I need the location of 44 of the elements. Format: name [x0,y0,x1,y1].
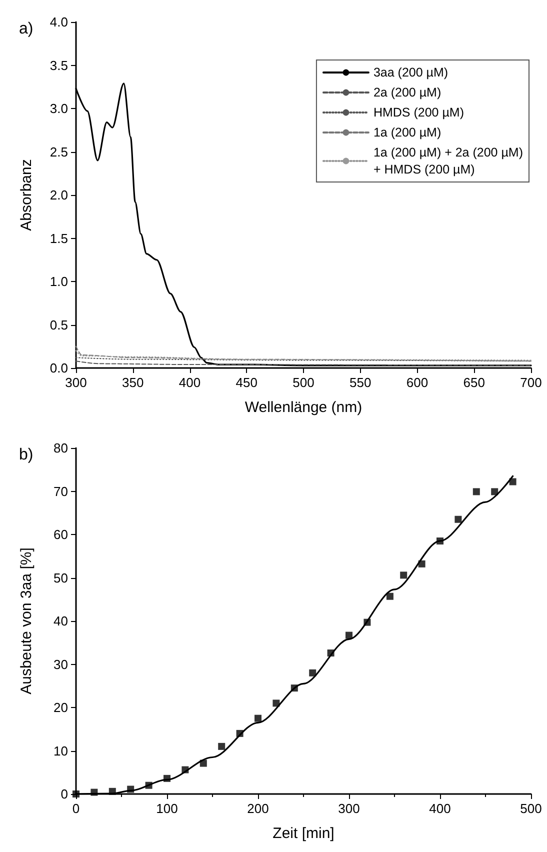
x-tick-label: 0 [72,801,80,816]
y-tick-label: 30 [54,656,68,672]
y-tick-label: 0.0 [50,360,68,376]
y-tick-label: 0 [60,786,68,802]
legend-label: 1a (200 µM) [373,126,442,140]
x-tick-label: 500 [520,801,542,816]
y-tick-label: 1.5 [50,230,68,246]
x-tick-label: 100 [156,801,178,816]
x-tick-label: 550 [350,375,372,390]
y-tick-label: 60 [54,527,68,542]
x-tick-label: 700 [520,375,542,390]
y-tick-label: 80 [54,440,68,456]
y-tick-label: 40 [54,614,68,628]
chart-title: b) [19,446,34,464]
legend-label: HMDS (200 µM) [373,106,464,120]
x-tick-label: 500 [292,375,314,390]
x-tick-label: 300 [65,375,87,390]
y-tick-label: 4.0 [50,14,68,30]
y-tick-label: 10 [54,743,68,758]
y-tick-label: 3.5 [50,58,68,73]
y-axis-title: Absorbanz [18,159,35,231]
y-tick-label: 2.5 [50,144,68,160]
y-tick-label: 1.0 [50,274,68,289]
x-axis-title: Wellenlänge (nm) [244,399,362,416]
y-tick-label: 20 [54,700,68,715]
legend-label: 2a (200 µM) [373,86,442,100]
y-axis-title: Ausbeute von 3aa [%] [18,548,35,694]
x-tick-label: 200 [247,801,269,816]
x-tick-label: 400 [178,375,201,390]
x-tick-label: 650 [463,375,485,390]
y-tick-label: 50 [54,570,68,586]
legend-label: 1a (200 µM) + 2a (200 µM) + HMDS (200 µM) [373,146,524,176]
x-tick-label: 350 [122,375,144,390]
x-tick-label: 400 [429,801,451,816]
x-tick-label: 300 [338,801,360,816]
legend-label: 3aa (200 µM) [373,66,448,80]
y-tick-label: 2.0 [50,188,68,202]
chart-title: a) [19,20,34,38]
x-axis-title: Zeit [min] [272,825,334,842]
x-tick-label: 600 [406,375,428,390]
y-tick-label: 3.0 [50,101,68,116]
y-tick-label: 0.5 [50,317,68,332]
x-tick-label: 450 [236,375,258,390]
y-tick-label: 70 [54,484,68,499]
